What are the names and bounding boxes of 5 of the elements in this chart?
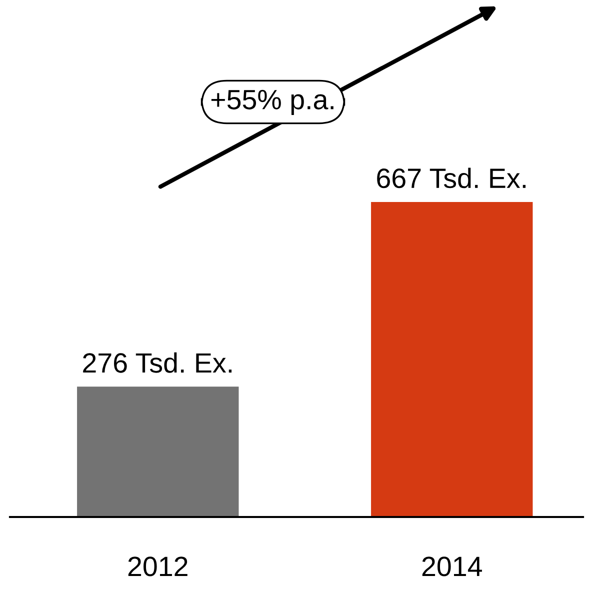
data-label: 276 Tsd. Ex. xyxy=(83,352,232,373)
x-tick-label: 2012 xyxy=(128,556,188,576)
x-tick-label: 2014 xyxy=(422,556,482,576)
text: +55% p.a. xyxy=(211,90,334,115)
data-label: 667 Tsd. Ex. xyxy=(377,168,526,188)
